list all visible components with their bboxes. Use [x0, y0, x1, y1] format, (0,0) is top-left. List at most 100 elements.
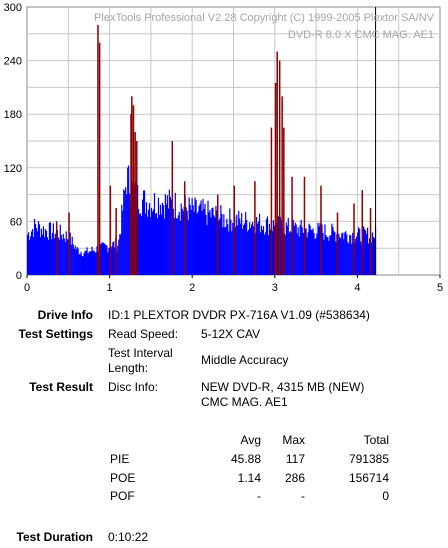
pie-bar	[199, 203, 201, 275]
pie-bar	[299, 224, 301, 275]
drive-info-label: Drive Info	[37, 308, 93, 322]
x-tick-label: 5	[437, 282, 443, 294]
pie-bar	[301, 227, 303, 275]
pie-bar	[370, 242, 373, 275]
pie-bar	[51, 232, 53, 275]
pie-bar	[63, 238, 65, 275]
pie-bar	[244, 223, 246, 275]
poe-spike	[55, 221, 58, 275]
pie-bar	[202, 198, 204, 275]
pie-bar	[206, 225, 208, 275]
pie-bar	[352, 232, 354, 275]
pie-bar	[338, 233, 340, 275]
pie-bar	[225, 226, 227, 275]
pie-bar	[111, 246, 113, 275]
pie-bar	[100, 243, 102, 275]
pie-bar	[297, 227, 299, 275]
pie-bar	[105, 245, 107, 275]
pie-bar	[49, 222, 51, 275]
pie-bar	[334, 232, 336, 275]
poe-spike	[98, 42, 101, 275]
pie-bar	[95, 252, 97, 275]
pie-bar	[173, 217, 175, 275]
pie-bar	[251, 224, 253, 275]
pie-bar	[117, 245, 119, 275]
pie-bar	[48, 222, 51, 275]
x-tick-label: 4	[354, 282, 360, 294]
pie-bar	[214, 217, 216, 275]
stats-header-avg: Avg	[240, 433, 261, 447]
pie-bar	[108, 248, 110, 275]
pie-bar	[125, 187, 127, 275]
pie-bar	[104, 244, 106, 275]
pie-bar	[359, 228, 361, 275]
pie-bar	[210, 217, 212, 275]
pie-bar	[248, 229, 250, 275]
pie-bar	[302, 232, 304, 275]
poe-spike	[171, 141, 174, 275]
pie-bar	[75, 249, 77, 275]
pie-bar	[266, 216, 269, 275]
pie-bar	[328, 240, 330, 275]
pie-bar	[106, 245, 108, 275]
stats-row-total: 0	[382, 489, 389, 503]
pie-bar	[350, 235, 352, 275]
pie-bar	[309, 225, 311, 275]
pie-bar	[172, 208, 174, 275]
pie-bar	[324, 224, 326, 275]
pie-bar	[28, 239, 31, 275]
pie-bar	[326, 236, 328, 275]
pie-bar	[259, 232, 262, 275]
pie-bar	[367, 243, 370, 275]
pie-bar	[209, 210, 211, 275]
pie-bar	[165, 204, 167, 275]
pie-bar	[331, 223, 333, 275]
pie-bar	[157, 197, 160, 275]
pie-bar	[61, 239, 63, 275]
x-axis-ticks: 0 1 2 3 4 5	[24, 275, 443, 294]
poe-spike	[369, 208, 372, 275]
pie-bar	[66, 239, 68, 275]
pie-bar	[36, 231, 39, 275]
pie-bar	[235, 226, 237, 275]
pie-bar	[121, 204, 123, 275]
pie-bar	[277, 216, 279, 275]
pie-bar	[146, 216, 149, 275]
pie-bar	[163, 218, 165, 275]
y-tick-label: 180	[4, 109, 22, 121]
pie-bar	[154, 214, 157, 275]
pie-bar	[246, 219, 248, 275]
pie-bar	[252, 222, 254, 275]
pie-bar	[46, 237, 49, 275]
disc-info-line1: NEW DVD-R, 4315 MB (NEW)	[201, 380, 365, 394]
pie-bar	[138, 208, 140, 275]
test-duration-value: 0:10:22	[108, 530, 149, 544]
pie-bar	[85, 250, 87, 275]
pie-bar	[216, 210, 218, 275]
pie-bar	[179, 220, 181, 275]
poe-spike	[134, 132, 136, 275]
pie-bar	[69, 232, 71, 275]
pie-bar	[77, 248, 79, 275]
poe-spike	[97, 24, 99, 275]
pie-bar	[373, 238, 376, 275]
pie-bar	[62, 234, 64, 275]
pie-bar	[208, 212, 210, 275]
pie-bar	[86, 247, 88, 275]
pie-bar	[321, 224, 323, 275]
pie-bar	[371, 232, 374, 275]
pie-bar	[188, 197, 190, 275]
pie-bar	[292, 219, 294, 275]
pie-bar	[39, 237, 42, 275]
pie-bar	[124, 190, 126, 275]
pie-bar	[228, 231, 230, 275]
pie-bar	[119, 234, 121, 275]
pie-bar	[129, 193, 131, 275]
pie-bar	[348, 243, 350, 275]
x-tick-label: 3	[272, 282, 278, 294]
pie-bar	[211, 208, 213, 275]
pie-bar	[58, 239, 60, 275]
pie-bar	[181, 208, 183, 275]
pie-bar	[339, 237, 341, 275]
pie-bar	[126, 194, 128, 275]
